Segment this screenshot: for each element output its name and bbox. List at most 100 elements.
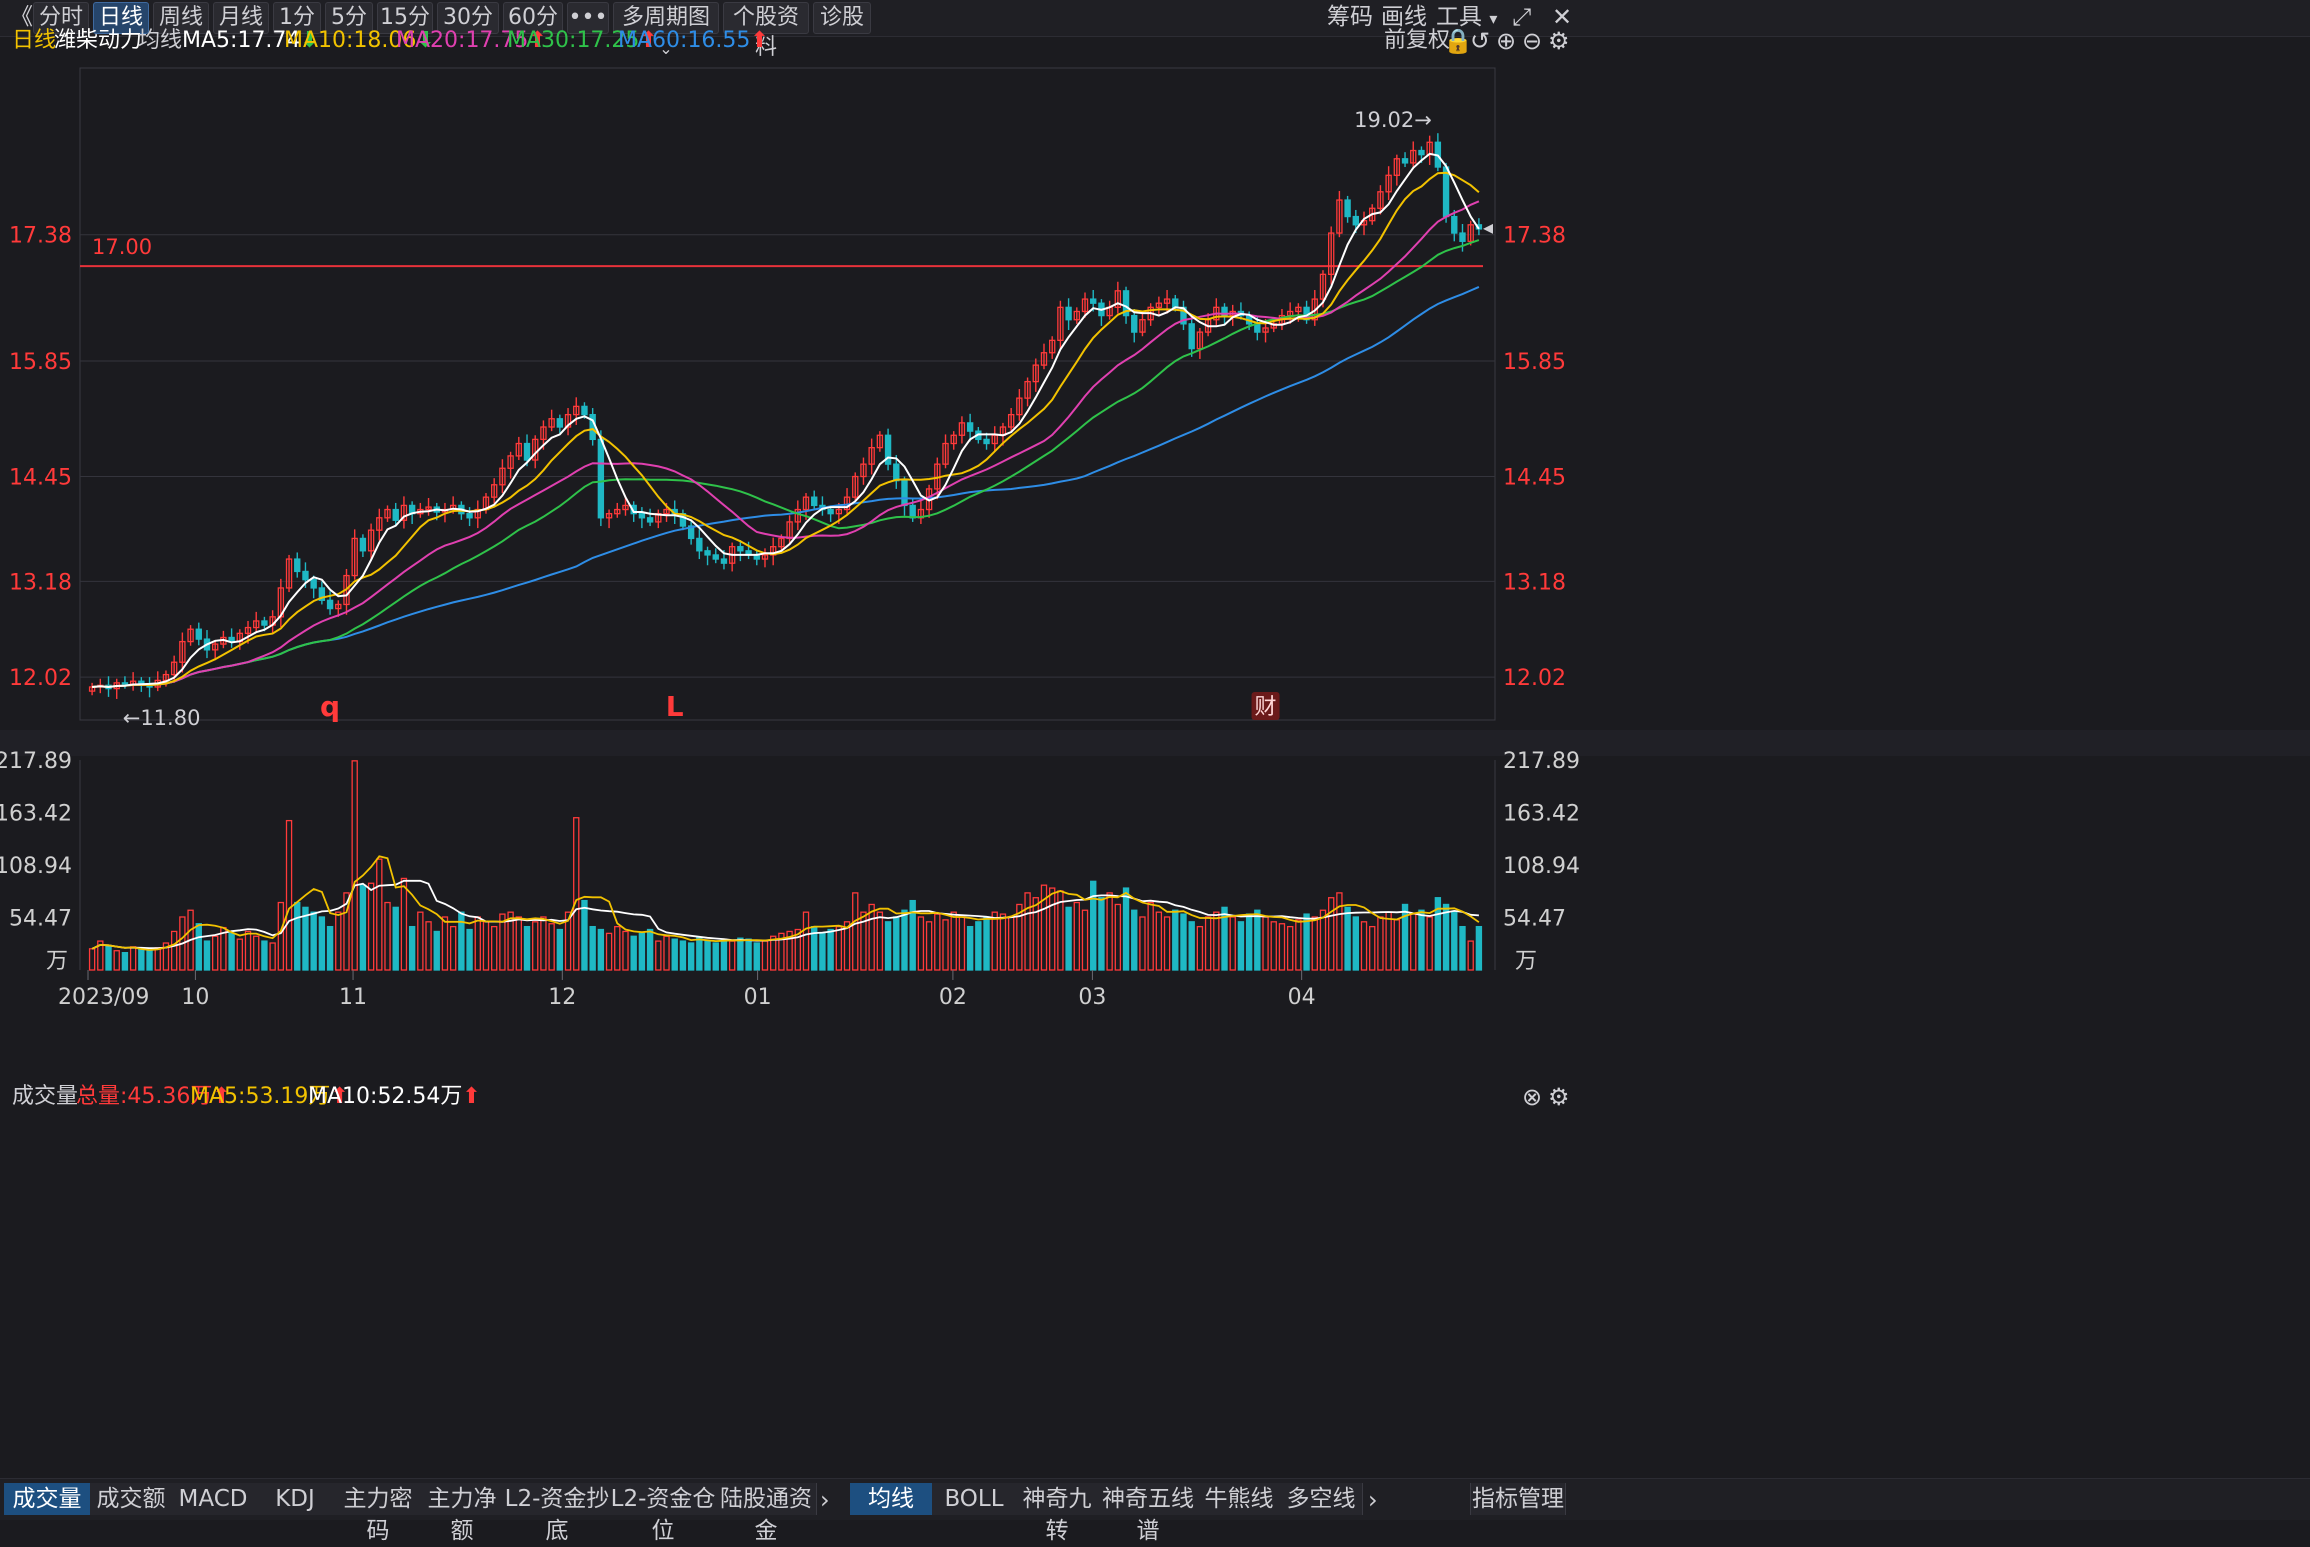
ma5-text: MA5:17.74 (182, 28, 301, 53)
volume-bar (745, 938, 752, 971)
volume-unit-left: 万 (46, 949, 68, 974)
tab-period-intraday[interactable]: 分时 (33, 2, 89, 34)
multi-period-label: 多周期图 (621, 5, 710, 30)
tools-button[interactable]: 工具 ▾ (1436, 2, 1497, 32)
tab-macd[interactable]: MACD (172, 1483, 255, 1515)
volume-bar (1098, 897, 1105, 971)
tab-l2-bottom[interactable]: L2-资金抄底 (504, 1483, 611, 1544)
arrow-up-icon: ⬆ (750, 28, 769, 53)
candle-body (507, 455, 514, 469)
tab-magic-nine[interactable]: 神奇九转 (1016, 1483, 1099, 1544)
lock-icon[interactable]: 🔒 (1443, 27, 1473, 55)
stock-info-button[interactable]: 个股资料 (723, 2, 809, 60)
tab-period-5min[interactable]: 5分 (325, 2, 373, 34)
tab-main-net[interactable]: 主力净额 (420, 1483, 505, 1544)
candle-body (573, 405, 580, 416)
volume-ma5-line (91, 855, 1480, 951)
tab-magic-five[interactable]: 神奇五线谱 (1098, 1483, 1199, 1544)
chevron-right-icon[interactable]: › (1368, 1486, 1378, 1514)
tab-main-code[interactable]: 主力密码 (336, 1483, 421, 1544)
more-periods-button[interactable]: ••• (567, 2, 609, 34)
candle-body (1336, 199, 1343, 234)
tab-long-short[interactable]: 多空线 (1280, 1483, 1363, 1515)
volume-bar (1237, 921, 1245, 971)
tab-northbound[interactable]: 陆股通资金 (716, 1483, 817, 1544)
volume-bar (876, 911, 884, 971)
zoom-in-icon[interactable]: ⊕ (1496, 27, 1517, 55)
price-tick-label-left: 15.85 (9, 350, 72, 375)
volume-bar (384, 901, 391, 971)
candle-body (687, 525, 695, 540)
candle-body (909, 504, 916, 519)
volume-bar (778, 932, 785, 971)
volume-bar (1418, 909, 1425, 971)
multi-period-button[interactable]: 多周期图 ⌄ (613, 2, 719, 58)
tab-boll[interactable]: BOLL (932, 1483, 1017, 1515)
price-chart[interactable]: 17.38 17.38 15.85 15.85 14.45 14.45 13.18 13.18… (0, 60, 2310, 1060)
close-icon[interactable]: ✕ (1552, 3, 1573, 31)
volume-bar (1286, 925, 1294, 971)
tab-period-15min[interactable]: 15分 (377, 2, 433, 34)
indicator-manage-button[interactable]: 指标管理 (1470, 1483, 1566, 1515)
reference-line-label: 17.00 (92, 235, 152, 259)
settings-icon[interactable]: ⚙ (1548, 27, 1570, 55)
volume-bar (958, 916, 966, 971)
adjust-mode[interactable]: 前复权 (1384, 28, 1451, 53)
tab-period-monthly[interactable]: 月线 (213, 2, 269, 34)
undo-icon[interactable]: ↺ (1470, 27, 1491, 55)
tab-period-daily[interactable]: 日线 (93, 2, 149, 34)
candle-body (1410, 149, 1417, 164)
tab-ma[interactable]: 均线 (850, 1483, 933, 1515)
candle-body (392, 508, 399, 521)
chevron-right-icon[interactable]: › (820, 1486, 830, 1514)
volume-bar (1459, 925, 1466, 971)
candle-body (335, 603, 342, 610)
tab-turnover[interactable]: 成交额 (90, 1483, 173, 1515)
price-tick-label-left: 12.02 (9, 666, 72, 691)
tab-period-30min[interactable]: 30分 (437, 2, 499, 34)
settings-icon[interactable]: ⚙ (1548, 1083, 1570, 1111)
close-indicator-icon[interactable]: ⊗ (1522, 1083, 1543, 1111)
volume-bar (154, 947, 161, 971)
x-tick-label: 2023/09 (58, 985, 149, 1010)
tab-volume[interactable]: 成交量 (4, 1483, 91, 1515)
volume-bar (1048, 887, 1056, 971)
candle-body (1327, 232, 1335, 275)
back-button[interactable]: 《 (10, 4, 33, 30)
volume-bar (113, 950, 120, 971)
tab-l2-position[interactable]: L2-资金仓位 (610, 1483, 717, 1544)
tab-period-weekly[interactable]: 周线 (153, 2, 209, 34)
draw-line-button[interactable]: 画线 (1381, 4, 1427, 30)
volume-bar (302, 906, 309, 971)
volume-bar (1254, 909, 1261, 971)
fullscreen-icon[interactable]: ⤢ (1512, 3, 1532, 31)
volume-bar (490, 925, 498, 971)
chips-button[interactable]: 筹码 (1327, 4, 1373, 30)
zoom-out-icon[interactable]: ⊖ (1522, 27, 1543, 55)
candle-body (1172, 298, 1179, 308)
volume-bar (1336, 892, 1343, 971)
price-tick-label-right: 12.02 (1503, 666, 1566, 691)
tab-bull-bear[interactable]: 牛熊线 (1198, 1483, 1281, 1515)
volume-bar (1007, 916, 1015, 971)
tab-period-60min[interactable]: 60分 (503, 2, 563, 34)
volume-bar (441, 916, 449, 971)
tab-period-1min[interactable]: 1分 (273, 2, 321, 34)
volume-bar (1090, 880, 1097, 971)
arrow-down-icon: ⬇ (300, 28, 319, 53)
volume-bar (458, 911, 465, 971)
volume-bar (1065, 906, 1072, 971)
volume-bar (540, 916, 547, 971)
diagnose-button[interactable]: 诊股 (813, 2, 871, 34)
candle-body (523, 442, 531, 461)
ma60-text: MA60:16.55 (618, 28, 751, 53)
volume-bar (909, 899, 916, 971)
volume-bar (1163, 916, 1171, 971)
tab-kdj[interactable]: KDJ (254, 1483, 337, 1515)
candle-body (802, 496, 810, 511)
candle-body (1459, 232, 1466, 242)
volume-bar (696, 936, 703, 971)
volume-bar (835, 925, 843, 971)
event-marker-finance-bg (1251, 692, 1280, 720)
volume-bar (376, 858, 383, 971)
